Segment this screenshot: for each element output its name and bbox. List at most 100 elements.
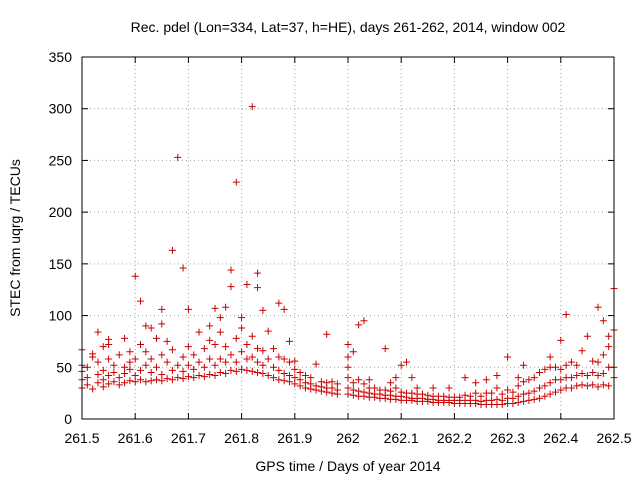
data-point [222, 358, 230, 366]
data-point [466, 392, 474, 400]
data-point [557, 376, 565, 384]
data-point [137, 341, 145, 349]
data-point [232, 367, 240, 375]
data-point [115, 381, 123, 389]
data-point [530, 387, 538, 395]
data-point [551, 363, 559, 371]
data-point [317, 378, 325, 386]
data-point [349, 386, 357, 394]
data-point [179, 367, 187, 375]
data-point [270, 374, 278, 382]
data-point [147, 355, 155, 363]
data-point [216, 368, 224, 376]
data-point [254, 284, 262, 292]
data-point [238, 314, 246, 322]
data-point [557, 336, 565, 344]
data-point [163, 358, 171, 366]
data-point [291, 380, 299, 388]
data-point [168, 346, 176, 354]
data-point [238, 348, 246, 356]
data-point [557, 365, 565, 373]
data-point [174, 153, 182, 161]
data-point [477, 392, 485, 400]
data-point [589, 357, 597, 365]
data-point [131, 272, 139, 280]
data-point [105, 380, 113, 388]
x-tick-label: 262.2 [437, 430, 472, 446]
data-point [291, 357, 299, 365]
data-point [472, 389, 480, 397]
data-point [578, 347, 586, 355]
data-point [275, 299, 283, 307]
data-point [206, 371, 214, 379]
data-point [514, 398, 522, 406]
data-point [259, 347, 267, 355]
data-point [254, 368, 262, 376]
data-point [562, 361, 570, 369]
grid-lines [82, 57, 614, 419]
data-point [131, 378, 139, 386]
data-point [333, 380, 341, 388]
data-point [195, 328, 203, 336]
y-tick-label: 100 [49, 308, 73, 324]
data-point [349, 348, 357, 356]
data-point [567, 384, 575, 392]
data-point [168, 376, 176, 384]
data-point [99, 343, 107, 351]
data-point [493, 384, 501, 392]
data-point [525, 389, 533, 397]
data-point [270, 363, 278, 371]
x-tick-labels: 261.5 261.6 261.7 261.8 261.9 262 262.1 262.2 26… [64, 430, 631, 446]
data-point [509, 394, 517, 402]
data-point [222, 303, 230, 311]
data-point [599, 351, 607, 359]
data-point [275, 353, 283, 361]
data-point [121, 379, 129, 387]
data-point [142, 361, 150, 369]
data-point [195, 372, 203, 380]
data-point [285, 378, 293, 386]
data-point [562, 311, 570, 319]
data-point [270, 345, 278, 353]
data-point [190, 374, 198, 382]
data-point [536, 368, 544, 376]
data-point [142, 348, 150, 356]
y-tick-label: 200 [49, 204, 73, 220]
data-point [520, 390, 528, 398]
data-point [349, 379, 357, 387]
data-point [583, 372, 591, 380]
data-point [461, 391, 469, 399]
data-point [211, 361, 219, 369]
data-point [536, 394, 544, 402]
data-point [461, 374, 469, 382]
data-point [232, 178, 240, 186]
data-point [190, 365, 198, 373]
data-point [530, 395, 538, 403]
data-point [387, 387, 395, 395]
data-point [238, 365, 246, 373]
y-tick-label: 250 [49, 152, 73, 168]
data-point [589, 368, 597, 376]
data-point [498, 396, 506, 404]
data-point [216, 328, 224, 336]
data-point [413, 384, 421, 392]
data-point [440, 392, 448, 400]
y-tick-label: 300 [49, 101, 73, 117]
data-point [254, 358, 262, 366]
data-point [344, 353, 352, 361]
data-point [482, 376, 490, 384]
data-point [307, 374, 315, 382]
data-point [605, 343, 613, 351]
data-point [190, 351, 198, 359]
data-point [488, 389, 496, 397]
data-point [259, 369, 267, 377]
data-point [174, 361, 182, 369]
x-tick-label: 262.1 [384, 430, 419, 446]
data-point [142, 322, 150, 330]
data-point [541, 365, 549, 373]
data-point [243, 281, 251, 289]
data-point [206, 336, 214, 344]
data-point [105, 372, 113, 380]
data-point [514, 382, 522, 390]
data-point [504, 353, 512, 361]
